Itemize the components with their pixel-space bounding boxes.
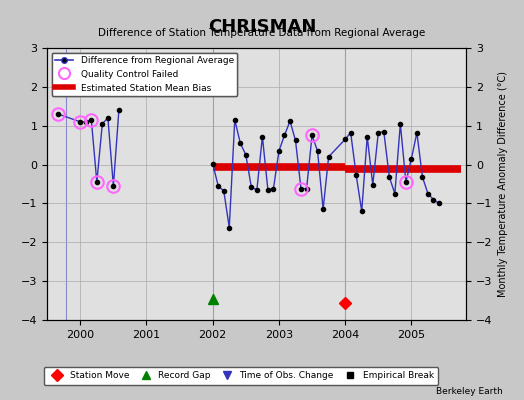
Y-axis label: Monthly Temperature Anomaly Difference (°C): Monthly Temperature Anomaly Difference (… — [498, 71, 508, 297]
Text: Berkeley Earth: Berkeley Earth — [436, 387, 503, 396]
Legend: Difference from Regional Average, Quality Control Failed, Estimated Station Mean: Difference from Regional Average, Qualit… — [52, 52, 237, 96]
Legend: Station Move, Record Gap, Time of Obs. Change, Empirical Break: Station Move, Record Gap, Time of Obs. C… — [43, 367, 439, 385]
Text: CHRISMAN: CHRISMAN — [208, 18, 316, 36]
Text: Difference of Station Temperature Data from Regional Average: Difference of Station Temperature Data f… — [99, 28, 425, 38]
